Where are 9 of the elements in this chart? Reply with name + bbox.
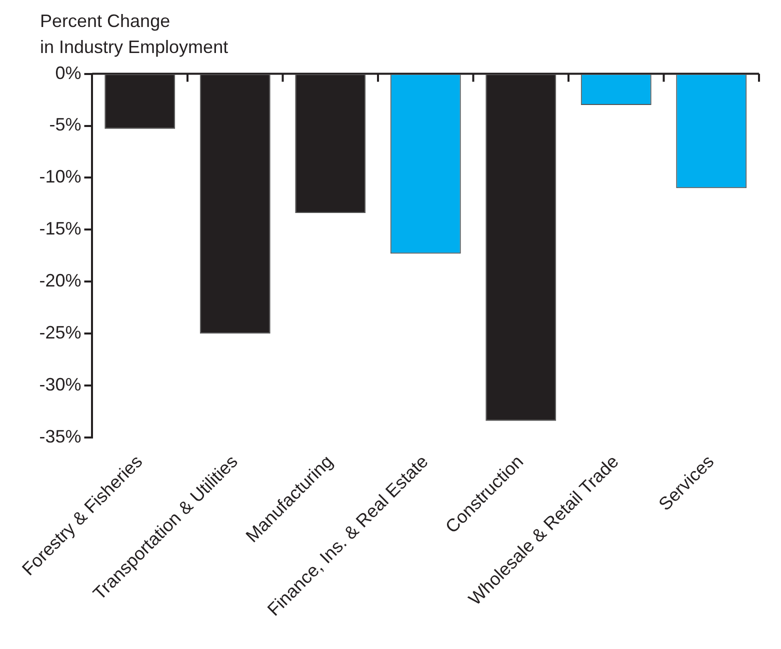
y-tick-label: -30% bbox=[39, 374, 82, 395]
y-tick-label: 0% bbox=[55, 62, 82, 83]
y-tick-label: -5% bbox=[49, 114, 82, 135]
y-tick-label: -35% bbox=[39, 426, 82, 446]
y-tick-label: -25% bbox=[39, 322, 82, 343]
y-tick-label: -20% bbox=[39, 270, 82, 291]
y-tick-label: -15% bbox=[39, 218, 82, 239]
y-tick-label: -10% bbox=[39, 166, 82, 187]
y-axis-title: Percent Change in Industry Employment bbox=[40, 10, 230, 59]
